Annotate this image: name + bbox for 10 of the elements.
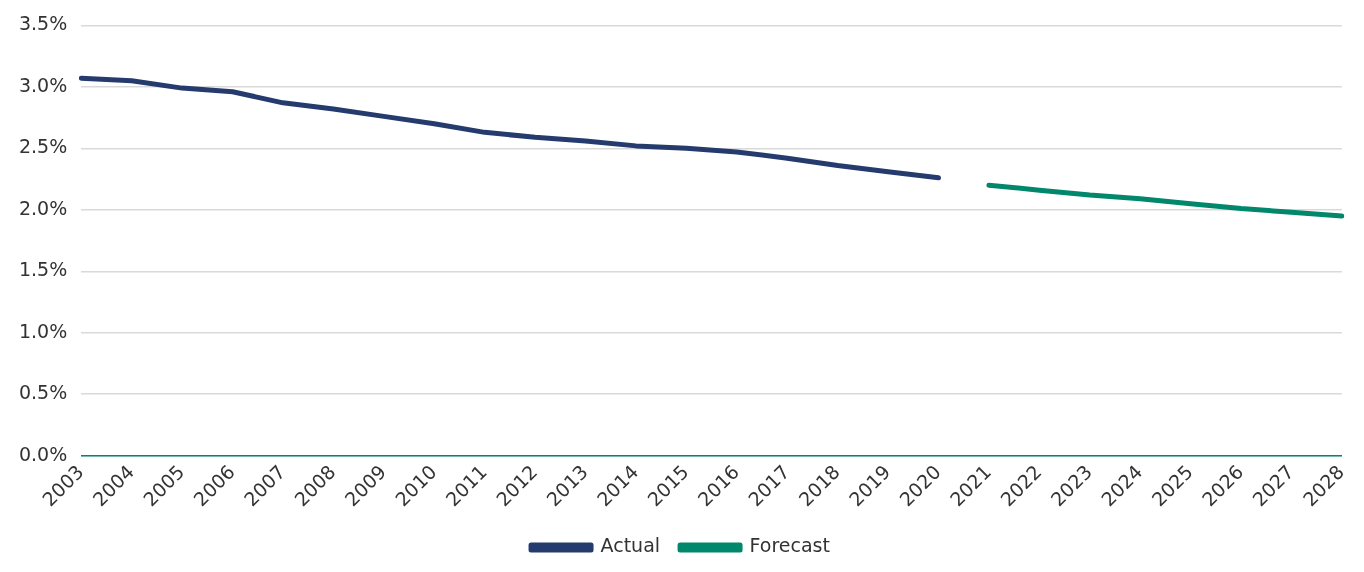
y-tick-label: 1.5% (18, 258, 68, 281)
y-tick-label: 2.0% (18, 196, 68, 219)
y-tick-label: 3.0% (18, 73, 68, 96)
y-tick-label: 2.5% (18, 135, 68, 158)
y-tick-label: 0.5% (18, 381, 68, 404)
legend-label: Forecast (749, 534, 830, 557)
y-tick-label: 1.0% (18, 319, 68, 342)
y-tick-label: 3.5% (18, 12, 68, 35)
legend-label: Actual (600, 534, 661, 557)
y-tick-label: 0.0% (18, 442, 68, 465)
